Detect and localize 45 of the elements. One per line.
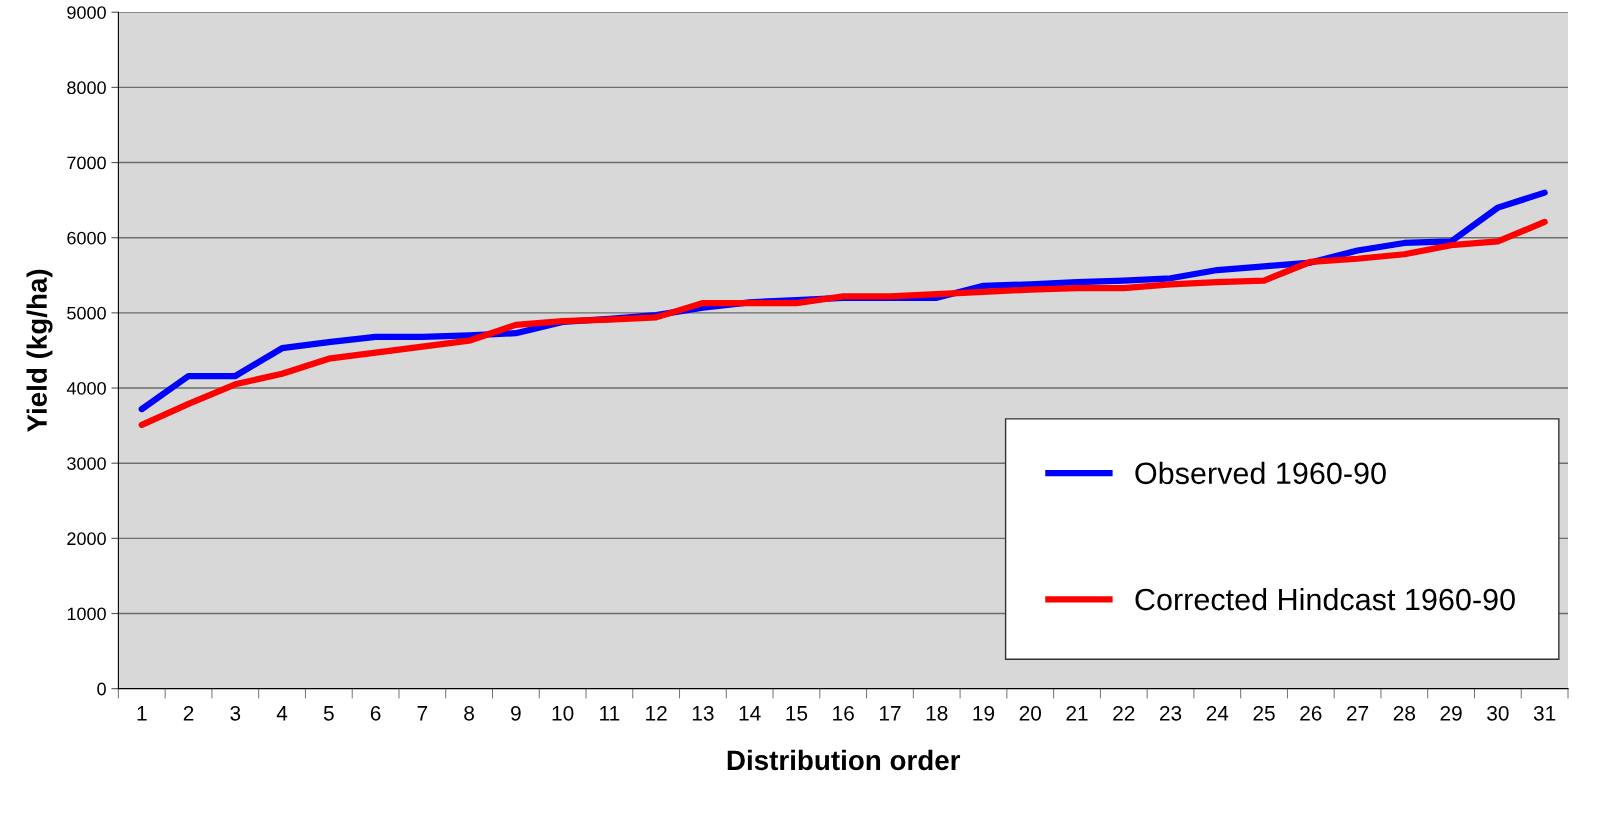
y-axis-title: Yield (kg/ha) bbox=[26, 269, 53, 433]
x-tick-label: 7 bbox=[417, 706, 428, 721]
x-tick-label: 15 bbox=[786, 706, 808, 721]
x-tick-label: 9 bbox=[511, 705, 521, 721]
x-tick-label: 5 bbox=[323, 706, 334, 721]
x-tick-label: 16 bbox=[833, 705, 854, 721]
x-tick-label: 19 bbox=[973, 705, 995, 721]
y-tick-label: 8000 bbox=[67, 81, 106, 95]
y-tick-label: 7000 bbox=[67, 156, 106, 170]
x-tick-label: 11 bbox=[600, 706, 620, 721]
x-tick-label: 25 bbox=[1253, 705, 1275, 721]
x-tick-label: 2 bbox=[183, 705, 194, 721]
legend-label: Corrected Hindcast 1960-90 bbox=[1135, 587, 1515, 611]
x-tick-label: 17 bbox=[879, 706, 901, 721]
x-tick-label: 28 bbox=[1393, 705, 1416, 721]
y-tick-label: 6000 bbox=[67, 231, 106, 245]
x-tick-label: 12 bbox=[646, 705, 667, 721]
x-tick-label: 8 bbox=[464, 705, 474, 721]
x-tick-label: 10 bbox=[552, 705, 574, 721]
y-tick-label: 1000 bbox=[67, 607, 106, 621]
x-tick-label: 29 bbox=[1440, 705, 1462, 721]
x-tick-label: 27 bbox=[1347, 705, 1369, 721]
x-tick-label: 20 bbox=[1019, 705, 1042, 721]
y-tick-label: 0 bbox=[97, 682, 106, 696]
x-tick-label: 31 bbox=[1533, 705, 1556, 721]
x-tick-label: 22 bbox=[1113, 705, 1135, 721]
y-tick-label: 9000 bbox=[67, 6, 106, 19]
x-tick-label: 1 bbox=[137, 706, 147, 721]
x-axis-title: Distribution order bbox=[727, 749, 961, 771]
x-tick-label: 13 bbox=[692, 705, 714, 721]
x-tick-label: 4 bbox=[276, 706, 288, 721]
y-tick-label: 2000 bbox=[67, 532, 106, 546]
legend-label: Observed 1960-90 bbox=[1135, 461, 1386, 485]
x-tick-label: 14 bbox=[739, 706, 761, 721]
x-tick-label: 24 bbox=[1206, 705, 1229, 721]
x-tick-label: 26 bbox=[1300, 705, 1322, 721]
x-tick-label: 6 bbox=[370, 705, 381, 721]
x-tick-label: 18 bbox=[926, 705, 948, 721]
x-tick-label: 21 bbox=[1066, 705, 1088, 721]
x-tick-label: 23 bbox=[1159, 705, 1182, 721]
y-tick-label: 4000 bbox=[66, 381, 106, 395]
x-tick-label: 3 bbox=[230, 705, 241, 721]
y-tick-label: 5000 bbox=[67, 306, 106, 320]
x-tick-label: 30 bbox=[1487, 705, 1509, 721]
y-tick-label: 3000 bbox=[67, 457, 106, 470]
